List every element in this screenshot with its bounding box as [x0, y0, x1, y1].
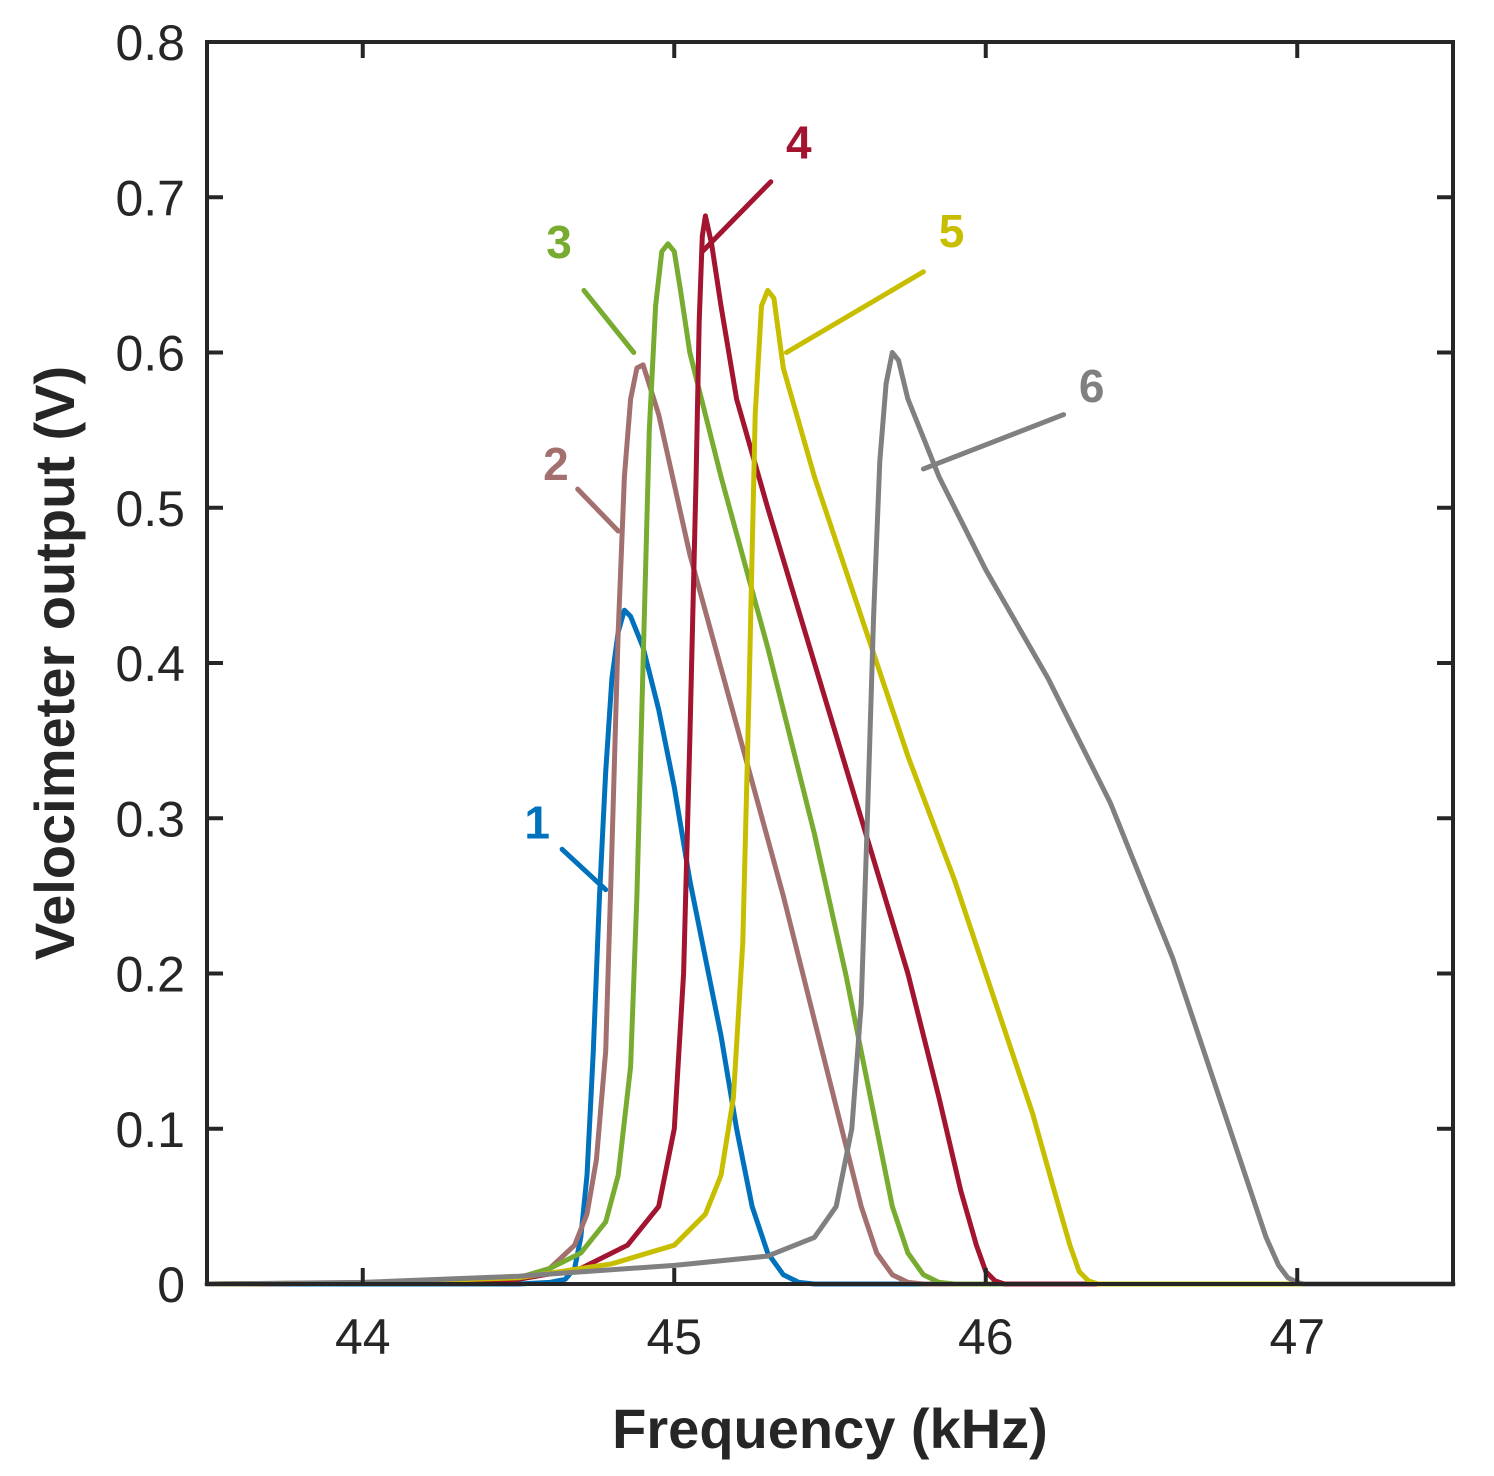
- series-1-label: 1: [524, 796, 550, 848]
- series-3-label: 3: [546, 216, 572, 268]
- series-6-leader-line: [920, 412, 1067, 472]
- series-2-label: 2: [543, 438, 569, 490]
- y-tick-label: 0.3: [115, 791, 185, 847]
- series-4-label: 4: [786, 116, 812, 168]
- y-tick-label: 0.1: [115, 1102, 185, 1158]
- axes-layer: [205, 40, 1455, 1286]
- y-tick-label: 0: [157, 1257, 185, 1313]
- y-axis-label: Velocimeter output (V): [23, 366, 86, 960]
- x-tick-label: 46: [958, 1309, 1014, 1365]
- series-1-leader-line: [559, 846, 609, 893]
- series-2-line: [204, 362, 1456, 1287]
- y-tick-label: 0.7: [115, 170, 185, 226]
- y-tick-label: 0.6: [115, 326, 185, 382]
- x-tick-label: 44: [335, 1309, 391, 1365]
- series-4-leader-line: [699, 179, 774, 255]
- series-3-line: [204, 241, 1456, 1287]
- y-tick-label: 0.8: [115, 15, 185, 71]
- series-2-leader-line: [575, 486, 621, 534]
- series-5-leader-line: [783, 269, 926, 355]
- series-5-line: [204, 287, 1456, 1287]
- series-6-label: 6: [1079, 360, 1105, 412]
- x-tick-label: 45: [646, 1309, 702, 1365]
- series-5-label: 5: [939, 205, 965, 257]
- series-3-leader-line: [581, 287, 637, 355]
- y-tick-label: 0.5: [115, 481, 185, 537]
- series-6-line: [204, 350, 1456, 1287]
- y-tick-label: 0.4: [115, 636, 185, 692]
- x-axis-label: Frequency (kHz): [612, 1397, 1048, 1460]
- y-tick-label: 0.2: [115, 947, 185, 1003]
- x-tick-label: 47: [1269, 1309, 1325, 1365]
- annotation-layer: 1 2 3 4 5 6: [524, 116, 1105, 893]
